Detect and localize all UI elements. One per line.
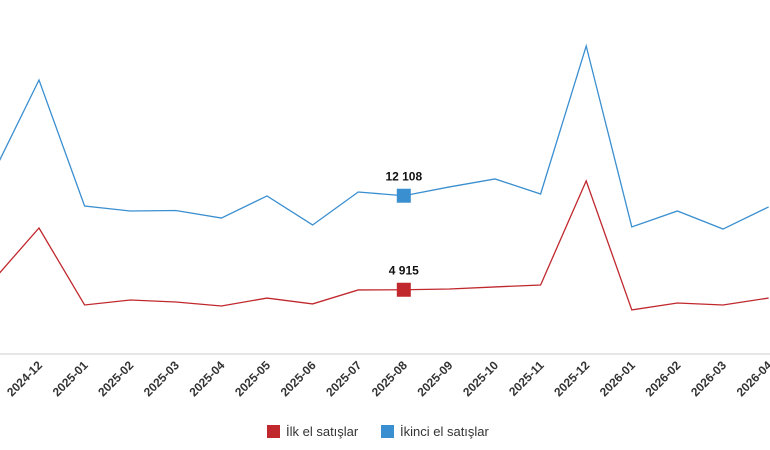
x-tick-label: 2026-04 [734,358,770,399]
x-tick-label: 2025-03 [141,358,182,399]
x-tick-label: 2025-01 [50,358,91,399]
point-marker [396,282,411,297]
legend-swatch [267,425,280,438]
x-tick-label: 2025-06 [278,358,319,399]
data-label: 12 108 [385,170,422,184]
x-tick-label: 2024-12 [4,358,45,399]
series-line [0,179,769,311]
x-tick-label: 2025-12 [551,358,592,399]
legend-label: İlk el satışlar [286,424,359,439]
point-marker [396,188,411,203]
x-tick-label: 2026-02 [642,358,683,399]
x-tick-label: 2026-01 [597,358,638,399]
legend-label: İkinci el satışlar [400,424,490,439]
x-tick-label: 2025-04 [186,358,227,399]
data-label: 4 915 [389,264,419,278]
x-tick-label: 2025-09 [414,358,455,399]
x-tick-label: 2025-02 [95,358,136,399]
x-tick-label: 2026-03 [688,358,729,399]
x-tick-label: 2025-11 [506,358,547,399]
x-tick-label: 2025-05 [232,358,273,399]
series-line [0,43,769,230]
legend-swatch [381,425,394,438]
x-tick-label: 2025-08 [369,358,410,399]
x-tick-label: 2025-07 [323,358,364,399]
x-tick-label: 2025-10 [460,358,501,399]
